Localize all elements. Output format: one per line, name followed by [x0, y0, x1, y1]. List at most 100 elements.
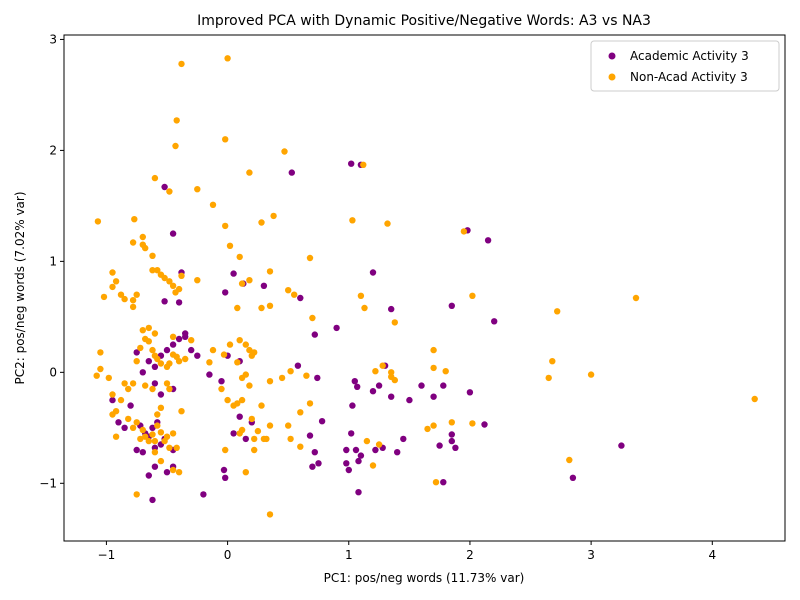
point-nonacad-137 — [97, 365, 104, 373]
point-nonacad-43 — [246, 277, 253, 284]
point-academic-1 — [200, 491, 207, 498]
point-academic-60 — [311, 449, 318, 456]
point-nonacad-44 — [234, 304, 241, 312]
point-nonacad-138 — [97, 349, 104, 356]
point-academic-28 — [163, 346, 171, 354]
point-academic-66 — [345, 466, 352, 474]
point-academic-94 — [466, 389, 474, 396]
point-nonacad-164 — [149, 385, 156, 393]
point-nonacad-73 — [430, 364, 437, 372]
point-nonacad-160 — [178, 408, 185, 415]
point-nonacad-25 — [109, 283, 116, 291]
point-nonacad-147 — [139, 426, 146, 434]
x-tick-label: −1 — [98, 548, 116, 562]
point-academic-47 — [222, 289, 229, 296]
point-nonacad-158 — [173, 444, 180, 451]
point-academic-29 — [169, 341, 177, 348]
point-nonacad-142 — [112, 433, 120, 440]
point-academic-76 — [369, 269, 377, 276]
point-academic-30 — [175, 335, 183, 343]
point-academic-62 — [318, 418, 326, 425]
point-nonacad-120 — [157, 360, 165, 367]
point-nonacad-171 — [242, 469, 249, 476]
point-nonacad-23 — [109, 269, 116, 276]
point-nonacad-162 — [154, 411, 161, 418]
point-academic-75 — [369, 388, 377, 395]
point-nonacad-99 — [238, 426, 246, 434]
point-nonacad-91 — [266, 511, 274, 518]
point-academic-71 — [355, 457, 362, 465]
point-nonacad-64 — [587, 371, 595, 378]
point-nonacad-166 — [166, 385, 173, 393]
point-academic-18 — [115, 419, 122, 426]
point-academic-96 — [484, 237, 492, 244]
legend-label-academic: Academic Activity 3 — [630, 49, 749, 63]
point-academic-2 — [145, 472, 152, 479]
point-academic-21 — [157, 391, 165, 398]
point-nonacad-41 — [266, 268, 274, 275]
point-academic-97 — [491, 318, 498, 325]
point-academic-104 — [182, 333, 189, 340]
point-nonacad-141 — [109, 411, 116, 418]
point-nonacad-170 — [151, 449, 159, 456]
point-nonacad-172 — [251, 435, 258, 443]
point-nonacad-136 — [109, 391, 116, 398]
point-academic-48 — [161, 183, 168, 191]
point-nonacad-181 — [169, 333, 177, 340]
point-nonacad-159 — [175, 469, 183, 476]
point-nonacad-4 — [281, 148, 288, 155]
point-nonacad-55 — [384, 220, 391, 227]
point-academic-102 — [348, 160, 355, 167]
legend-marker-nonacad — [608, 73, 616, 81]
point-nonacad-26 — [100, 293, 108, 301]
y-axis-ticks: −1 0 1 2 3 — [39, 32, 64, 490]
point-nonacad-87 — [285, 422, 292, 429]
point-nonacad-62 — [549, 358, 556, 365]
point-nonacad-113 — [188, 337, 195, 344]
y-tick-label: 3 — [49, 32, 57, 46]
point-academic-100 — [569, 474, 577, 481]
x-tick-label: 3 — [587, 548, 595, 562]
point-academic-63 — [315, 460, 322, 467]
point-nonacad-84 — [297, 409, 304, 416]
point-nonacad-140 — [105, 374, 113, 382]
point-nonacad-110 — [248, 352, 255, 359]
point-nonacad-85 — [297, 443, 304, 450]
point-nonacad-7 — [246, 169, 253, 176]
point-academic-73 — [355, 489, 362, 496]
point-nonacad-123 — [149, 346, 156, 354]
y-tick-label: 0 — [49, 365, 57, 379]
point-nonacad-12 — [258, 219, 265, 226]
point-nonacad-49 — [306, 254, 314, 262]
point-nonacad-63 — [545, 374, 552, 382]
point-nonacad-70 — [430, 422, 437, 429]
point-nonacad-127 — [145, 324, 152, 332]
point-academic-7 — [133, 446, 140, 454]
point-nonacad-30 — [133, 291, 140, 298]
point-nonacad-58 — [460, 228, 468, 235]
point-academic-90 — [440, 382, 447, 389]
point-nonacad-86 — [287, 435, 294, 443]
point-nonacad-83 — [303, 372, 310, 379]
point-nonacad-155 — [163, 433, 171, 440]
point-academic-70 — [354, 383, 361, 390]
point-academic-91 — [448, 431, 455, 438]
point-nonacad-19 — [222, 222, 229, 230]
point-nonacad-163 — [142, 382, 149, 389]
point-nonacad-17 — [129, 239, 137, 246]
point-nonacad-149 — [145, 437, 152, 445]
point-academic-38 — [230, 430, 237, 437]
point-nonacad-103 — [220, 351, 228, 358]
point-nonacad-71 — [424, 425, 431, 433]
point-nonacad-29 — [129, 297, 137, 304]
point-nonacad-145 — [133, 419, 140, 426]
point-nonacad-40 — [194, 277, 201, 284]
point-nonacad-107 — [242, 341, 249, 348]
point-nonacad-1 — [178, 60, 185, 68]
point-nonacad-88 — [266, 422, 274, 429]
point-nonacad-139 — [93, 372, 100, 379]
point-academic-57 — [333, 324, 340, 332]
point-nonacad-6 — [222, 136, 229, 143]
point-academic-45 — [260, 282, 268, 289]
point-nonacad-148 — [142, 433, 149, 440]
